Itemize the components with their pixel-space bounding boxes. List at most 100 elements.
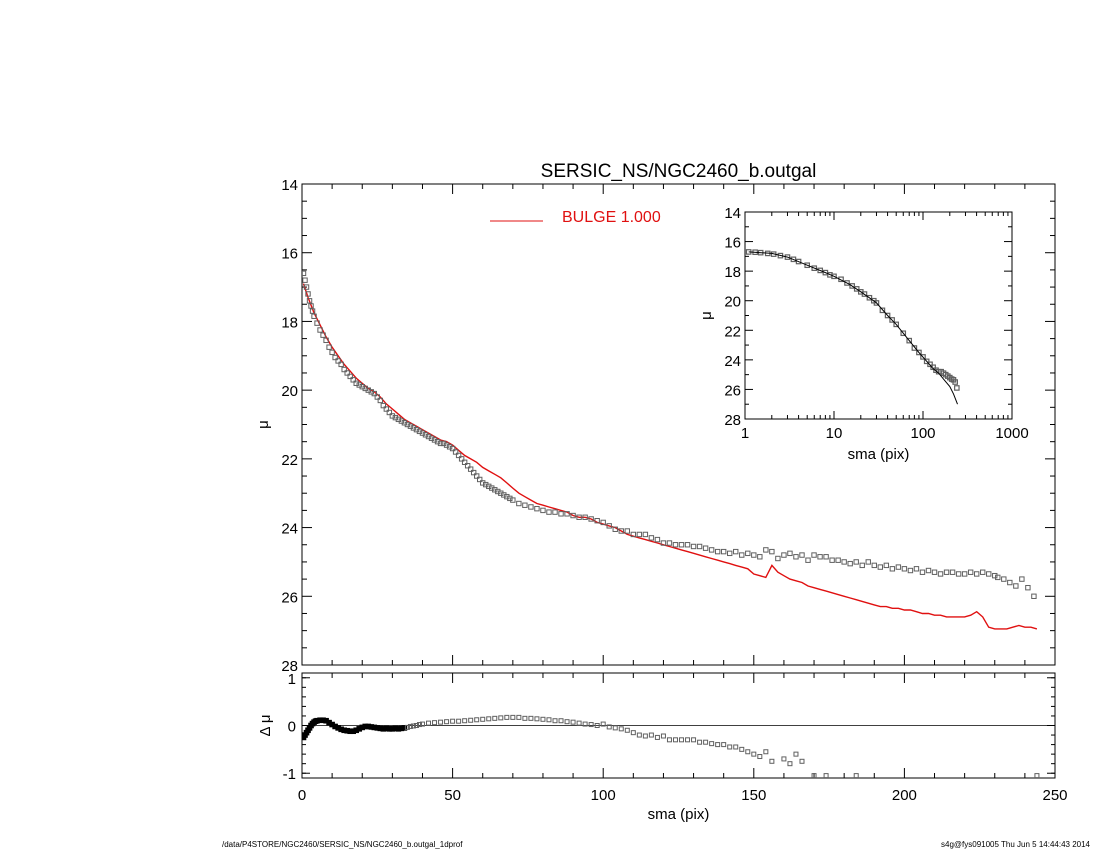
residual-point <box>456 718 462 724</box>
residual-point <box>733 744 739 750</box>
inset-data-point <box>920 354 926 360</box>
residual-point <box>853 773 859 778</box>
data-point <box>823 554 829 560</box>
x-axis-label: sma (pix) <box>648 806 710 823</box>
data-point <box>338 361 344 368</box>
inset-data-point <box>866 294 873 301</box>
data-point <box>437 440 444 447</box>
data-point <box>323 337 329 344</box>
data-point <box>955 571 962 577</box>
residual-point <box>413 723 419 728</box>
data-point <box>467 466 474 472</box>
inset-data-point <box>916 349 922 356</box>
residual-point <box>727 744 733 750</box>
data-point <box>961 571 968 577</box>
residual-point <box>654 734 660 740</box>
chart-title: SERSIC_NS/NGC2460_b.outgal <box>541 161 817 182</box>
data-point <box>913 566 920 572</box>
data-point <box>309 308 316 314</box>
inset-y-tick-label: 20 <box>724 294 741 311</box>
data-point <box>341 366 347 373</box>
data-point <box>344 370 350 376</box>
residual-point <box>401 725 408 731</box>
inset-x-tick-label: 100 <box>910 425 935 442</box>
residual-point <box>407 723 413 729</box>
data-point <box>473 473 480 479</box>
data-point <box>455 452 462 459</box>
residual-point <box>709 741 715 747</box>
residual-x-tick-label: 100 <box>591 787 616 804</box>
residual-point <box>1034 773 1040 778</box>
residual-point <box>498 715 504 721</box>
data-point <box>335 358 341 364</box>
inset-data-point <box>784 254 791 260</box>
data-point <box>558 511 564 517</box>
residual-point <box>721 742 727 748</box>
inset-x-tick-label: 1 <box>741 425 749 442</box>
data-point <box>329 349 335 356</box>
residual-point <box>642 733 648 739</box>
residual-point <box>516 714 522 720</box>
data-point <box>588 516 594 522</box>
data-point <box>449 445 456 452</box>
y-tick-label: 28 <box>281 658 298 675</box>
data-point <box>672 542 679 548</box>
inset-model-line <box>748 251 958 405</box>
data-point <box>1025 584 1031 591</box>
residual-point <box>534 716 540 722</box>
data-point <box>865 559 871 565</box>
data-point <box>859 562 865 569</box>
data-point <box>690 543 697 550</box>
data-point <box>528 504 534 510</box>
inset-data-point <box>811 265 818 271</box>
residual-point <box>432 720 438 726</box>
data-point <box>305 291 311 297</box>
data-point <box>540 507 546 514</box>
residual-point <box>522 715 528 721</box>
inset-y-tick-label: 18 <box>724 264 741 281</box>
data-point <box>648 535 655 541</box>
residual-point <box>739 746 745 752</box>
inset-data-point <box>927 361 933 368</box>
data-point <box>901 566 908 572</box>
residual-x-tick-label: 200 <box>892 787 917 804</box>
residual-point <box>438 719 444 725</box>
inset-data-point <box>795 258 802 265</box>
data-point <box>654 536 661 543</box>
data-point <box>678 542 685 548</box>
inset-x-tick-label: 10 <box>826 425 843 442</box>
y-tick-label: 16 <box>281 246 298 263</box>
data-point <box>326 344 332 350</box>
data-point <box>835 557 841 563</box>
data-point <box>931 569 938 575</box>
data-point <box>739 552 745 558</box>
residual-point <box>679 737 685 743</box>
residual-point <box>462 718 468 724</box>
data-point <box>564 511 570 517</box>
data-point <box>919 569 926 575</box>
data-point <box>350 377 356 383</box>
data-point <box>871 562 877 569</box>
residual-point <box>763 749 769 755</box>
residual-point <box>666 737 672 743</box>
data-point <box>534 505 540 512</box>
residual-point <box>582 721 588 727</box>
legend-label: BULGE 1.000 <box>562 209 661 226</box>
residual-point <box>426 720 432 726</box>
residual-point <box>636 732 642 738</box>
inset-data-point <box>849 283 855 289</box>
y-tick-label: 14 <box>281 177 298 194</box>
residual-point <box>474 717 480 723</box>
residual-point <box>570 719 576 725</box>
data-point <box>702 545 709 551</box>
data-point <box>303 284 310 290</box>
data-point <box>516 500 522 507</box>
data-point <box>552 509 558 515</box>
residual-point <box>558 718 564 724</box>
data-point <box>745 550 751 557</box>
data-point <box>642 531 649 538</box>
data-point <box>895 564 902 570</box>
inset-data-point <box>952 379 958 385</box>
data-point <box>811 552 817 558</box>
